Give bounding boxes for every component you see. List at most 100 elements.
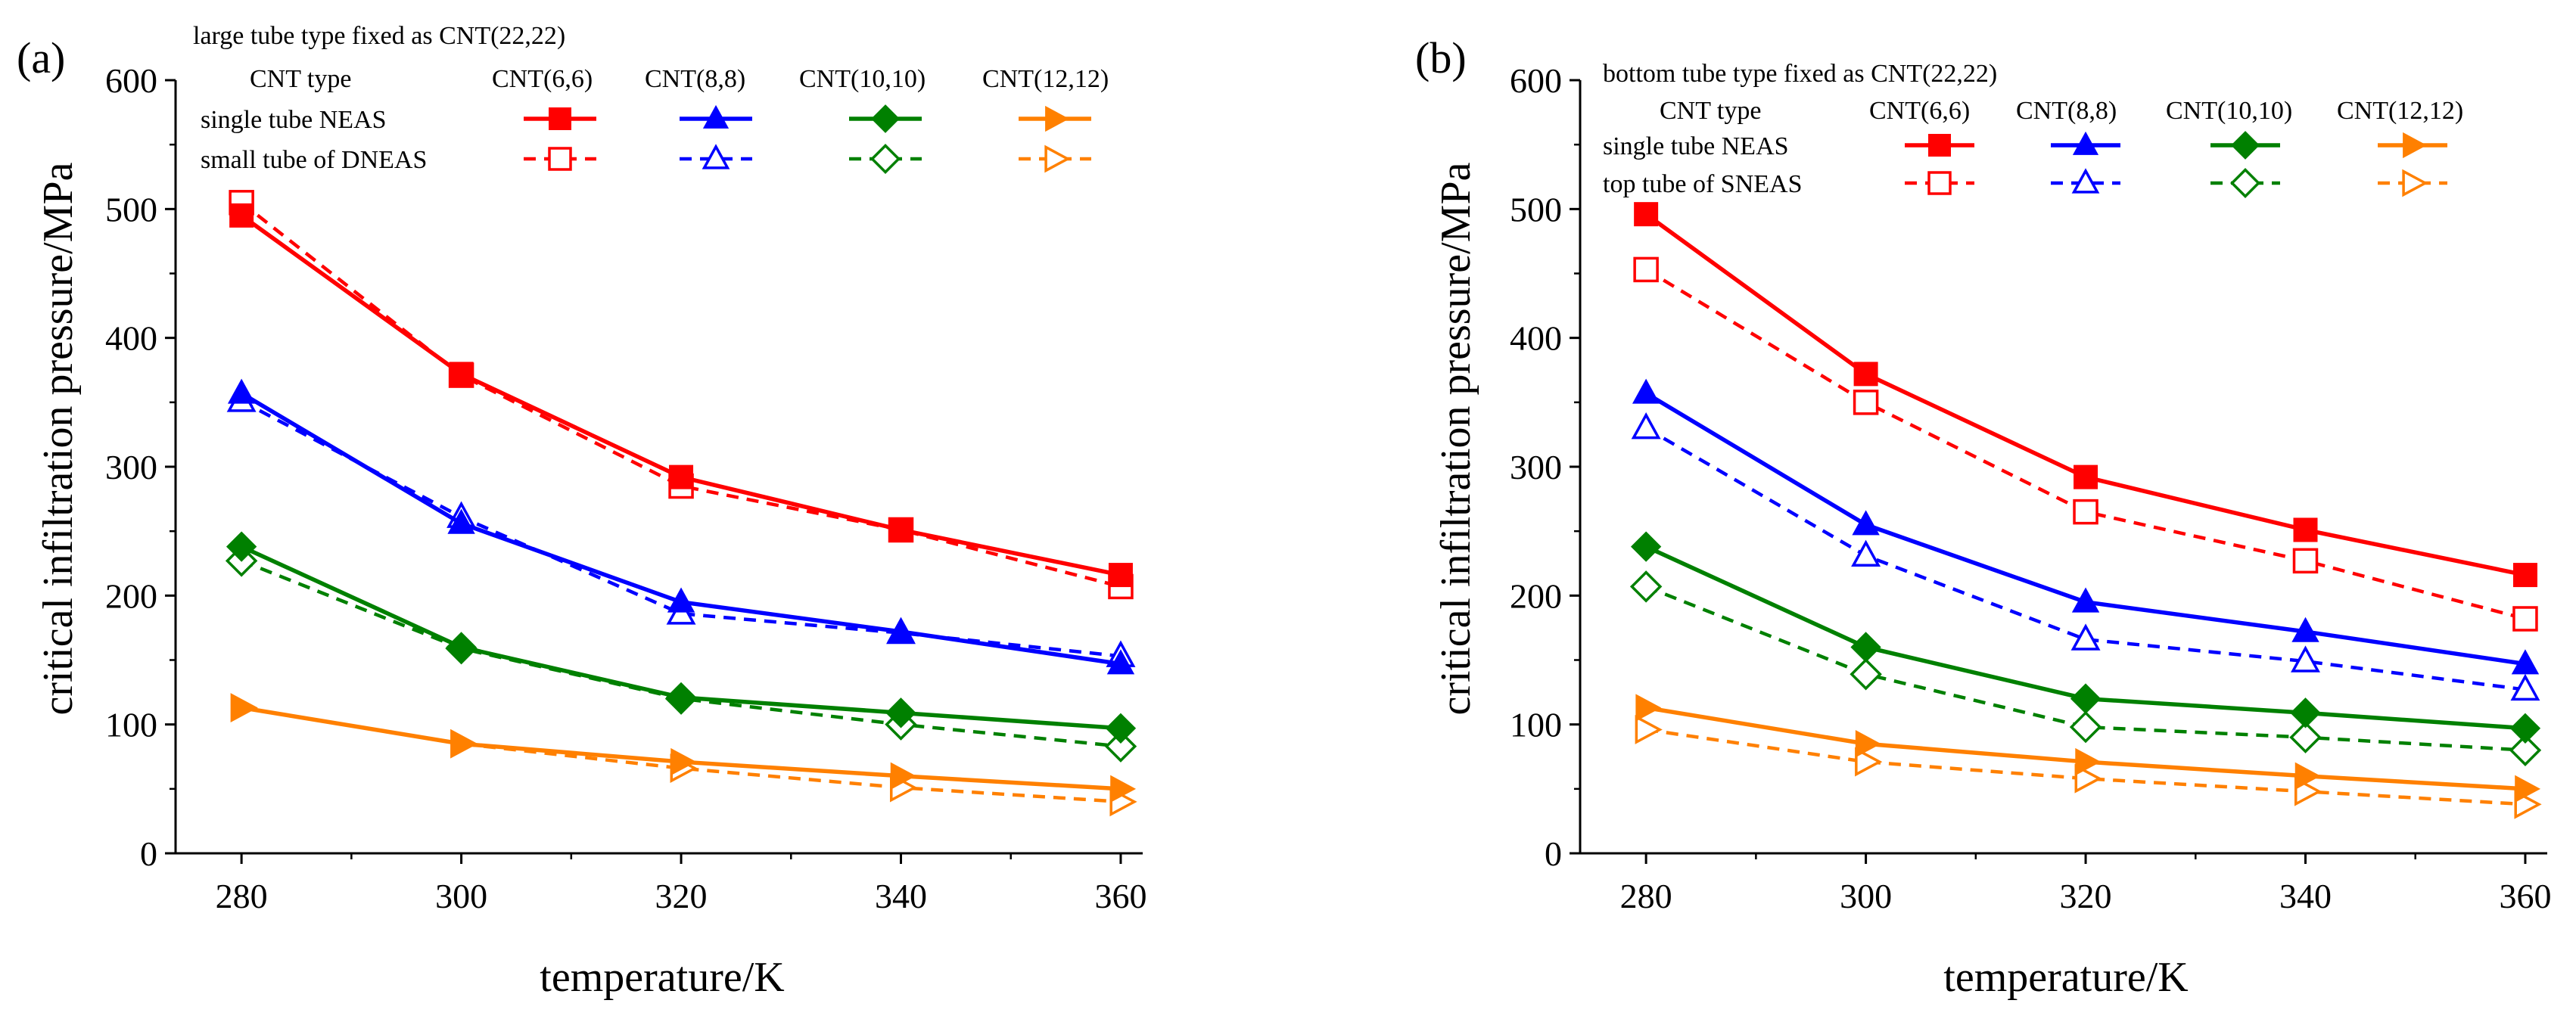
series-CNT66-solid xyxy=(229,203,1133,588)
legend-a-col-cnt1212: CNT(12,12) xyxy=(982,65,1109,93)
data-point xyxy=(2069,710,2102,744)
legend-b-col-cnt1212: CNT(12,12) xyxy=(2337,97,2463,125)
legend-swatch-marker xyxy=(1045,105,1069,132)
series-line xyxy=(240,213,1122,577)
legend-b-title: bottom tube type fixed as CNT(22,22) xyxy=(1603,60,1997,88)
series-CNT1212-solid xyxy=(231,694,1137,803)
data-point xyxy=(1850,658,1882,691)
legend-swatch-marker xyxy=(1927,171,1952,195)
legend-b-swatches xyxy=(1905,131,2447,198)
legend-a-col-cnt1010: CNT(10,10) xyxy=(799,65,926,93)
y-tick-label: 0 xyxy=(140,834,157,873)
y-tick-label: 200 xyxy=(1510,576,1562,615)
series-CNT66-solid xyxy=(1634,202,2537,588)
legend-a-row-single: single tube NEAS xyxy=(201,106,387,134)
x-tick-label: 280 xyxy=(1620,877,1672,915)
data-point xyxy=(2289,721,2322,753)
x-tick-label: 280 xyxy=(216,877,268,915)
data-point xyxy=(2075,747,2102,776)
panel-b: (b) bottom tube type fixed as CNT(22,22)… xyxy=(1415,33,2551,1001)
series-CNT88-dashed xyxy=(1631,412,2540,701)
legend-swatch-marker xyxy=(871,104,900,133)
data-point xyxy=(2294,762,2321,790)
data-point xyxy=(2070,683,2102,714)
data-point xyxy=(446,632,477,663)
x-tick-label: 360 xyxy=(2499,877,2551,915)
data-point xyxy=(2510,673,2540,701)
panel-a-xlabel: temperature/K xyxy=(540,954,784,1001)
series-CNT66-dashed xyxy=(1633,256,2538,632)
data-point xyxy=(2073,499,2098,525)
data-point xyxy=(2512,606,2538,632)
legend-b-row-top: top tube of SNEAS xyxy=(1603,170,1803,198)
data-point xyxy=(229,203,254,228)
legend-swatch-marker xyxy=(2402,169,2428,197)
data-point xyxy=(1630,531,1662,562)
legend-swatch-marker xyxy=(2071,168,2100,194)
data-point xyxy=(1632,378,1660,404)
x-tick-label: 300 xyxy=(435,877,487,915)
data-point xyxy=(1629,570,1663,603)
data-point xyxy=(1634,202,1659,227)
legend-swatch-marker xyxy=(548,147,572,171)
data-point xyxy=(1633,256,1659,283)
data-point xyxy=(2292,548,2319,574)
data-point xyxy=(1105,713,1137,744)
data-point xyxy=(2291,617,2319,642)
legend-a: large tube type fixed as CNT(22,22) CNT … xyxy=(193,22,1109,174)
series-line xyxy=(1644,268,2526,621)
data-point xyxy=(227,378,256,404)
series-CNT1010-solid xyxy=(1630,531,2541,744)
plot-a: 0 100 200 300 400 500 600 280 300 320 340 360 xyxy=(105,61,1146,915)
data-point xyxy=(1635,694,1662,722)
data-point xyxy=(1108,563,1133,588)
data-point xyxy=(669,464,694,489)
legend-b-col-cnt1010: CNT(10,10) xyxy=(2166,97,2292,125)
y-tick-label: 500 xyxy=(1510,190,1562,228)
data-point xyxy=(1110,775,1137,803)
y-tick-label: 300 xyxy=(105,448,157,486)
panel-b-label: (b) xyxy=(1415,33,1467,82)
legend-swatch-marker xyxy=(2072,131,2099,155)
data-point xyxy=(665,682,697,713)
data-point xyxy=(2512,563,2537,588)
legend-b-row-single: single tube NEAS xyxy=(1603,132,1789,160)
data-point xyxy=(226,531,257,562)
y-tick-label: 100 xyxy=(1510,706,1562,744)
y-tick-label: 500 xyxy=(105,190,157,228)
data-point xyxy=(1635,715,1663,744)
data-point xyxy=(1631,412,1661,440)
data-point xyxy=(887,617,915,642)
data-point xyxy=(1850,632,1881,663)
legend-swatch-marker xyxy=(2231,131,2260,160)
data-point xyxy=(2293,517,2318,542)
data-point xyxy=(450,730,477,758)
legend-swatch-marker xyxy=(702,104,730,129)
series-line xyxy=(241,559,1122,748)
data-point xyxy=(1851,539,1881,567)
series-CNT88-dashed xyxy=(226,385,1136,667)
legend-a-row-small: small tube of DNEAS xyxy=(201,146,427,174)
data-point xyxy=(449,362,474,387)
legend-b: bottom tube type fixed as CNT(22,22) CNT… xyxy=(1603,60,2463,198)
data-point xyxy=(667,587,695,613)
data-point xyxy=(2074,464,2098,489)
panel-b-xlabel: temperature/K xyxy=(1943,954,2188,1001)
y-tick-label: 400 xyxy=(105,319,157,358)
x-tick-label: 340 xyxy=(2279,877,2332,915)
data-point xyxy=(2291,645,2320,673)
y-tick-label: 100 xyxy=(105,706,157,744)
data-point xyxy=(447,508,475,534)
legend-swatch-marker xyxy=(2230,168,2260,198)
data-point xyxy=(1855,747,1883,777)
plot-b: 0 100 200 300 400 500 600 280 300 320 340 360 xyxy=(1510,61,2551,915)
data-point xyxy=(2071,587,2100,613)
legend-swatch-marker xyxy=(549,107,571,130)
panel-a-label: (a) xyxy=(17,33,65,82)
data-point xyxy=(2070,623,2101,651)
legend-a-type-header: CNT type xyxy=(250,65,351,93)
legend-swatch-marker xyxy=(870,144,901,174)
data-point xyxy=(890,762,916,790)
